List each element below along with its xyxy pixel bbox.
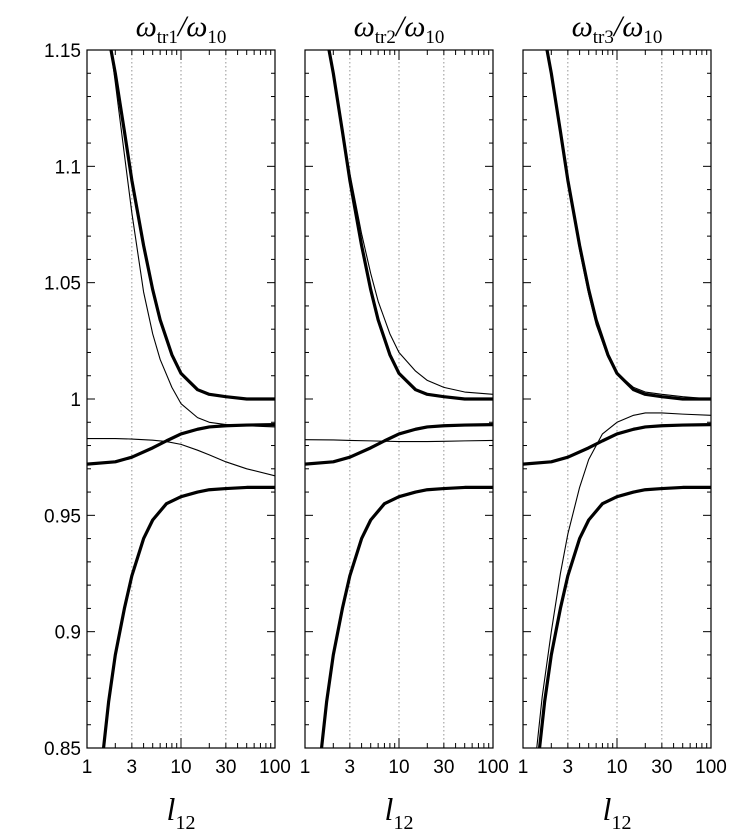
y-tick-label: 0.95 bbox=[44, 506, 81, 527]
y-tick-label: 1.1 bbox=[55, 157, 81, 178]
title-symbol: ω bbox=[572, 10, 593, 43]
series-line-thick bbox=[109, 50, 275, 401]
x-tick-label: 30 bbox=[651, 757, 672, 778]
title-symbol: / bbox=[612, 10, 625, 43]
x-axis-label-main: l bbox=[603, 791, 612, 827]
title-subscript: tr2 bbox=[375, 27, 396, 48]
x-axis-label-sub: 12 bbox=[175, 812, 195, 834]
series-line-thick bbox=[101, 485, 275, 748]
x-axis-label-main: l bbox=[167, 791, 176, 827]
x-tick-label: 100 bbox=[477, 757, 509, 778]
panel-title: ωtr1/ω10 bbox=[136, 10, 227, 48]
series-line-thin bbox=[328, 50, 493, 395]
title-subscript: 10 bbox=[207, 27, 226, 48]
series-line-thick bbox=[319, 485, 493, 748]
series-line-thin bbox=[87, 438, 275, 477]
x-tick-label: 3 bbox=[127, 757, 138, 778]
title-subscript: 10 bbox=[643, 27, 662, 48]
series-line-thick bbox=[327, 50, 493, 401]
x-tick-label: 100 bbox=[695, 757, 727, 778]
x-tick-label: 1 bbox=[82, 757, 93, 778]
x-axis-label-sub: 12 bbox=[611, 812, 631, 834]
y-tick-label: 1.15 bbox=[44, 41, 81, 62]
title-subscript: 10 bbox=[425, 27, 444, 48]
title-subscript: tr3 bbox=[593, 27, 614, 48]
y-tick-label: 1 bbox=[70, 390, 81, 411]
panel-title: ωtr2/ω10 bbox=[354, 10, 445, 48]
title-symbol: / bbox=[176, 10, 189, 43]
title-subscript: tr1 bbox=[157, 27, 178, 48]
x-tick-label: 1 bbox=[300, 757, 311, 778]
title-symbol: / bbox=[394, 10, 407, 43]
series-line-thick bbox=[305, 422, 493, 466]
y-tick-label: 0.85 bbox=[44, 739, 81, 760]
series-line-thick bbox=[537, 485, 711, 748]
x-tick-label: 10 bbox=[388, 757, 409, 778]
series-line-thick bbox=[523, 422, 711, 466]
x-axis-label-sub: 12 bbox=[393, 812, 413, 834]
title-symbol: ω bbox=[354, 10, 375, 43]
x-tick-label: 10 bbox=[606, 757, 627, 778]
x-tick-label: 30 bbox=[215, 757, 236, 778]
series-line-thin bbox=[305, 439, 493, 443]
title-symbol: ω bbox=[404, 10, 425, 43]
x-tick-label: 3 bbox=[345, 757, 356, 778]
series-line-thick bbox=[545, 50, 711, 401]
x-tick-label: 1 bbox=[518, 757, 529, 778]
title-symbol: ω bbox=[622, 10, 643, 43]
x-tick-label: 30 bbox=[433, 757, 454, 778]
x-axis-label-main: l bbox=[385, 791, 394, 827]
title-symbol: ω bbox=[186, 10, 207, 43]
x-axis-label: l12 bbox=[167, 791, 196, 834]
panel-title: ωtr3/ω10 bbox=[572, 10, 663, 48]
y-tick-label: 0.9 bbox=[55, 623, 81, 644]
panel-1: 1 3 10 30 1000.850.90.9511.051.11.15ωtr1/ω10… bbox=[44, 10, 291, 834]
x-tick-label: 3 bbox=[563, 757, 574, 778]
title-symbol: ω bbox=[136, 10, 157, 43]
x-axis-label: l12 bbox=[603, 791, 632, 834]
series-line-thin bbox=[546, 50, 711, 400]
x-axis-label: l12 bbox=[385, 791, 414, 834]
series-line-thin bbox=[110, 50, 275, 428]
series-line-thin bbox=[536, 412, 711, 748]
x-tick-label: 100 bbox=[259, 757, 291, 778]
y-tick-label: 1.05 bbox=[44, 274, 81, 295]
x-tick-label: 10 bbox=[170, 757, 191, 778]
